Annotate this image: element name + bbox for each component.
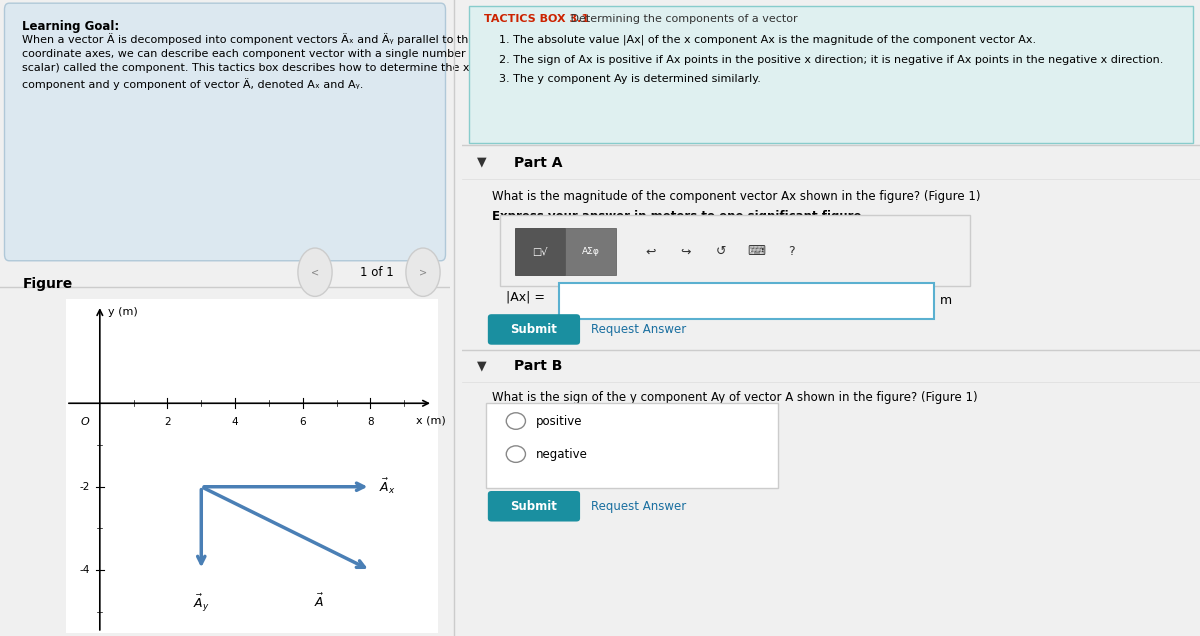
Text: ↩: ↩ <box>644 245 655 258</box>
Text: m: m <box>940 294 952 307</box>
Text: □√: □√ <box>533 247 548 257</box>
FancyBboxPatch shape <box>488 491 580 522</box>
Text: negative: negative <box>535 448 588 460</box>
Circle shape <box>406 248 440 296</box>
Text: <: < <box>311 267 319 277</box>
Text: 2: 2 <box>164 417 170 427</box>
Text: y (m): y (m) <box>108 307 138 317</box>
Text: positive: positive <box>535 415 582 427</box>
Text: ↪: ↪ <box>680 245 691 258</box>
Text: 1. The absolute value |Ax| of the x component Ax is the magnitude of the compone: 1. The absolute value |Ax| of the x comp… <box>499 35 1036 46</box>
Text: $\vec{A}_x$: $\vec{A}_x$ <box>379 477 396 497</box>
Text: 2. The sign of Ax is positive if Ax points in the positive x direction; it is ne: 2. The sign of Ax is positive if Ax poin… <box>499 55 1163 66</box>
Text: |Ax| =: |Ax| = <box>506 291 545 303</box>
FancyBboxPatch shape <box>500 215 970 286</box>
Text: Submit: Submit <box>510 500 557 513</box>
Text: 8: 8 <box>367 417 373 427</box>
Circle shape <box>506 446 526 462</box>
FancyBboxPatch shape <box>488 314 580 345</box>
Text: 3. The y component Ay is determined similarly.: 3. The y component Ay is determined simi… <box>499 74 761 85</box>
Text: Figure: Figure <box>23 277 73 291</box>
Text: 1 of 1: 1 of 1 <box>360 266 394 279</box>
Text: Learning Goal:: Learning Goal: <box>23 20 120 33</box>
Text: x (m): x (m) <box>416 416 446 425</box>
Text: Part A: Part A <box>514 156 562 170</box>
Text: O: O <box>80 417 90 427</box>
Text: Determining the components of a vector: Determining the components of a vector <box>566 14 798 24</box>
Text: ↺: ↺ <box>715 245 726 258</box>
FancyBboxPatch shape <box>559 283 934 319</box>
Circle shape <box>298 248 332 296</box>
FancyBboxPatch shape <box>565 228 616 275</box>
Text: -2: -2 <box>79 481 90 492</box>
Text: Request Answer: Request Answer <box>592 500 686 513</box>
Circle shape <box>506 413 526 429</box>
Text: Part B: Part B <box>514 359 562 373</box>
Text: ▼: ▼ <box>476 156 486 169</box>
Text: What is the magnitude of the component vector Ax shown in the figure? (Figure 1): What is the magnitude of the component v… <box>492 190 980 202</box>
FancyBboxPatch shape <box>5 3 445 261</box>
FancyBboxPatch shape <box>469 6 1193 143</box>
Text: ▼: ▼ <box>476 359 486 372</box>
Text: ?: ? <box>788 245 796 258</box>
Text: >: > <box>419 267 427 277</box>
Text: $\vec{A}_y$: $\vec{A}_y$ <box>193 593 210 614</box>
Text: ⌨: ⌨ <box>748 245 766 258</box>
Text: Request Answer: Request Answer <box>592 323 686 336</box>
Text: When a vector Ä is decomposed into component vectors Äₓ and Äᵧ parallel to the
c: When a vector Ä is decomposed into compo… <box>23 33 481 90</box>
FancyBboxPatch shape <box>486 403 778 488</box>
Text: AΣφ: AΣφ <box>582 247 599 256</box>
Text: What is the sign of the y component Ay of vector A shown in the figure? (Figure : What is the sign of the y component Ay o… <box>492 391 977 404</box>
Text: -4: -4 <box>79 565 90 575</box>
FancyBboxPatch shape <box>515 228 565 275</box>
Text: Submit: Submit <box>510 323 557 336</box>
Text: $\vec{A}$: $\vec{A}$ <box>314 593 325 611</box>
Text: TACTICS BOX 3.1: TACTICS BOX 3.1 <box>484 14 589 24</box>
Text: Express your answer in meters to one significant figure.: Express your answer in meters to one sig… <box>492 210 865 223</box>
Text: 6: 6 <box>300 417 306 427</box>
Text: 4: 4 <box>232 417 239 427</box>
